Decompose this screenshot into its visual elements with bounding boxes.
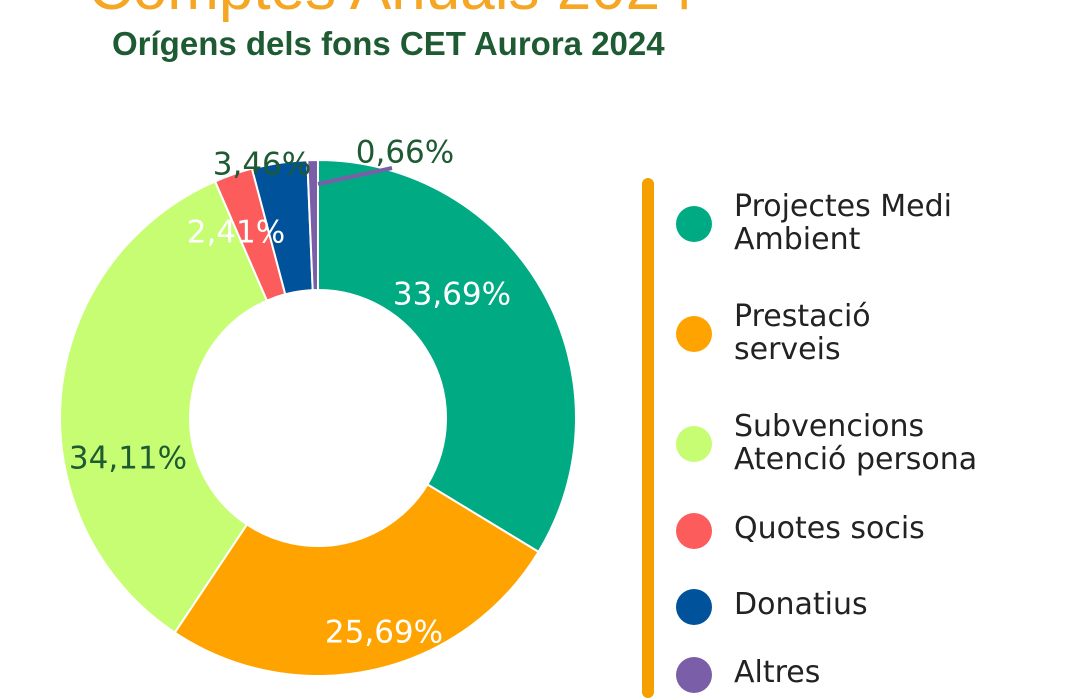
legend-swatch [676,206,712,242]
slice-label-1: 25,69% [325,615,443,651]
slice-1 [173,483,540,675]
legend-swatch [676,316,712,352]
legend-swatch [676,589,712,625]
slice-2 [59,180,269,634]
chart-title: Orígens dels fons CET Aurora 2024 [112,25,665,62]
legend-label: Donatius [734,587,868,622]
legend-swatch [676,513,712,549]
slice-label-0: 33,69% [393,277,511,313]
legend-label: Projectes Medi Ambient [734,189,952,257]
slice-label-3: 2,41% [187,215,285,251]
legend-label: Prestació serveis [734,299,871,367]
slice-0 [317,158,577,554]
slice-5 [306,158,319,292]
legend-label: Altres [734,655,821,690]
donut-chart: 33,69% 25,69% 34,11% 2,41% 3,46% 0,66% [59,135,577,675]
slice-label-5: 0,66% [356,135,454,171]
slice-label-4: 3,46% [213,147,311,183]
legend-swatch [676,426,712,462]
legend-divider [642,178,654,698]
legend-label: Subvencions Atenció persona [734,409,978,477]
leader-line-altres [317,166,393,186]
page-title: Comptes Anuals 2024 [88,0,695,20]
legend-label: Quotes socis [734,511,925,546]
legend-swatch [676,657,712,693]
slice-label-2: 34,11% [69,441,187,477]
